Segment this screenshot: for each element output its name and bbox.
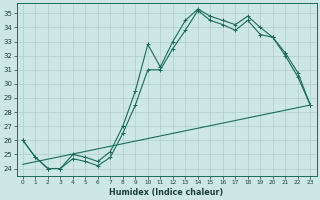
- X-axis label: Humidex (Indice chaleur): Humidex (Indice chaleur): [109, 188, 224, 197]
